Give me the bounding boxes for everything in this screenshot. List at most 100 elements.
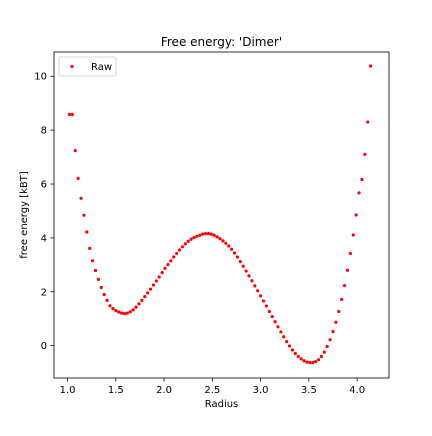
data-point [273, 320, 277, 324]
data-point [111, 306, 115, 311]
data-point [108, 304, 112, 308]
data-point [212, 233, 216, 237]
y-tick-label: 2 [41, 287, 47, 298]
data-point [175, 251, 179, 256]
y-axis-label: free energy [kBT] [19, 171, 30, 259]
data-point [88, 246, 92, 251]
chart-title: Free energy: 'Dimer' [161, 35, 282, 49]
y-tick-label: 4 [41, 233, 47, 244]
data-point [114, 309, 118, 313]
data-point [253, 284, 257, 288]
data-point [215, 235, 219, 239]
data-point [337, 309, 341, 314]
data-point [209, 232, 213, 236]
data-point [93, 268, 98, 273]
data-point [296, 354, 300, 359]
data-point [227, 244, 231, 248]
data-point [308, 361, 312, 365]
data-point [73, 149, 77, 153]
data-point [264, 304, 268, 308]
legend: Raw [58, 56, 117, 77]
data-point [82, 213, 86, 217]
data-point [345, 268, 350, 272]
data-point [256, 289, 260, 293]
data-point [276, 325, 280, 329]
data-point [305, 360, 309, 364]
data-point [259, 294, 263, 298]
data-point [218, 237, 222, 241]
data-point [247, 274, 251, 278]
data-point [91, 259, 95, 263]
data-point [290, 348, 295, 352]
data-point [79, 196, 83, 200]
data-point [119, 311, 124, 315]
data-point [267, 309, 271, 314]
data-point [342, 283, 347, 288]
y-tick-label: 8 [41, 126, 47, 137]
data-point [357, 191, 361, 195]
data-point [154, 279, 158, 283]
data-point [331, 330, 335, 334]
data-point [172, 255, 176, 259]
data-point [206, 231, 211, 236]
data-point [134, 305, 138, 309]
x-axis-label: Radius [205, 399, 239, 410]
data-point [354, 213, 358, 217]
data-point [151, 283, 156, 287]
data-point [177, 248, 182, 252]
data-point [201, 232, 205, 236]
data-point [169, 259, 173, 263]
data-point [224, 241, 228, 245]
data-point [125, 311, 129, 315]
data-point [270, 314, 274, 319]
data-point [76, 176, 80, 180]
data-point [105, 298, 109, 303]
data-point [140, 298, 144, 303]
data-point [314, 359, 318, 364]
x-tick-label: 1.5 [108, 385, 124, 396]
y-tick-label: 10 [34, 72, 47, 83]
data-point [285, 340, 289, 344]
data-point [203, 231, 208, 236]
y-tick-label: 0 [41, 341, 47, 352]
data-point [302, 359, 306, 363]
data-point [369, 64, 373, 68]
data-point [198, 233, 202, 237]
x-tick-label: 1.0 [60, 385, 76, 396]
data-point [250, 279, 254, 283]
data-point [117, 310, 121, 314]
x-tick-label: 4.0 [349, 385, 365, 396]
x-tick-label: 3.5 [301, 385, 317, 396]
data-point [166, 262, 170, 267]
data-point [186, 239, 190, 243]
data-point [282, 335, 286, 339]
ticks-layer: 1.0 1.5 2.0 2.5 3.0 3.5 4.0 0 2 4 6 8 10 [34, 72, 365, 396]
data-point [128, 310, 132, 314]
data-point [325, 344, 329, 349]
data-point [70, 112, 74, 117]
scatter-points-layer [67, 64, 373, 365]
data-point [183, 242, 187, 246]
data-point [235, 255, 240, 259]
data-point [230, 247, 234, 251]
data-point [195, 234, 199, 238]
data-point [241, 264, 245, 268]
data-point [180, 245, 184, 249]
x-tick-label: 3.0 [253, 385, 269, 396]
legend-box [58, 56, 117, 77]
data-point [99, 285, 103, 290]
legend-marker-raw [70, 64, 74, 69]
data-point [340, 297, 344, 301]
data-point [96, 277, 101, 281]
data-point [244, 269, 248, 273]
data-point [366, 120, 370, 124]
data-point [363, 152, 367, 156]
data-point [143, 295, 147, 299]
data-point [157, 275, 161, 279]
data-point [137, 302, 141, 306]
data-point [221, 239, 225, 243]
data-point [192, 236, 196, 240]
x-tick-label: 2.0 [156, 385, 172, 396]
